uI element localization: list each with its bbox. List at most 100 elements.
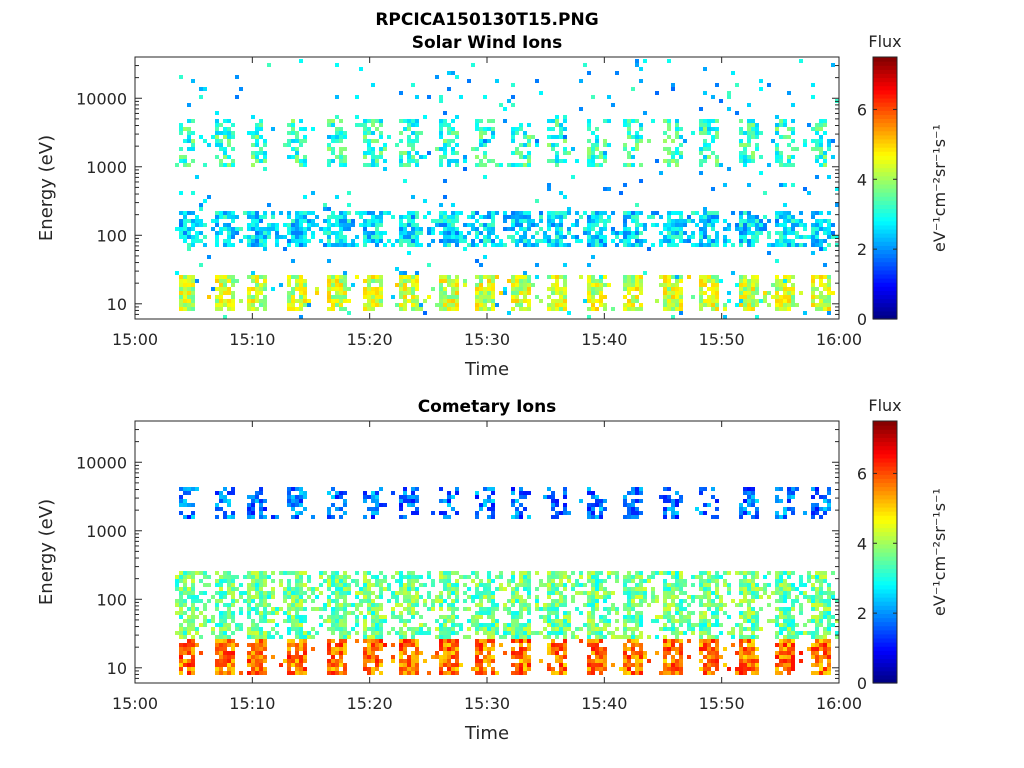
heatmap-cell: [279, 211, 283, 215]
heatmap-cell: [423, 623, 427, 627]
heatmap-cell: [399, 619, 403, 623]
heatmap-cell: [311, 191, 315, 195]
heatmap-cell: [699, 283, 703, 287]
heatmap-cell: [299, 295, 303, 299]
heatmap-cell: [547, 643, 551, 647]
heatmap-cell: [667, 287, 671, 291]
heatmap-cell: [215, 307, 219, 311]
heatmap-cell: [415, 275, 419, 279]
heatmap-cell: [655, 619, 659, 623]
heatmap-cell: [711, 295, 715, 299]
heatmap-cell: [339, 303, 343, 307]
heatmap-cell: [747, 139, 751, 143]
heatmap-cell: [475, 259, 479, 263]
heatmap-cell: [603, 659, 607, 663]
heatmap-cell: [219, 627, 223, 631]
heatmap-cell: [535, 263, 539, 267]
heatmap-cell: [367, 639, 371, 643]
heatmap-cell: [447, 671, 451, 675]
heatmap-cell: [475, 299, 479, 303]
heatmap-cell: [631, 515, 635, 519]
heatmap-cell: [787, 275, 791, 279]
heatmap-cell: [339, 643, 343, 647]
heatmap-cell: [775, 231, 779, 235]
heatmap-cell: [203, 575, 207, 579]
heatmap-cell: [339, 671, 343, 675]
heatmap-cell: [707, 619, 711, 623]
heatmap-cell: [743, 291, 747, 295]
heatmap-cell: [255, 239, 259, 243]
heatmap-cell: [251, 583, 255, 587]
heatmap-cell: [367, 643, 371, 647]
heatmap-cell: [427, 227, 431, 231]
heatmap-cell: [375, 495, 379, 499]
heatmap-cell: [559, 659, 563, 663]
heatmap-cell: [639, 667, 643, 671]
heatmap-cell: [575, 591, 579, 595]
heatmap-cell: [179, 635, 183, 639]
heatmap-cell: [731, 211, 735, 215]
heatmap-cell: [523, 607, 527, 611]
heatmap-cell: [587, 119, 591, 123]
heatmap-cell: [707, 219, 711, 223]
heatmap-cell: [367, 307, 371, 311]
heatmap-cell: [383, 159, 387, 163]
heatmap-cell: [775, 239, 779, 243]
heatmap-cell: [511, 211, 515, 215]
heatmap-cell: [403, 671, 407, 675]
heatmap-cell: [227, 615, 231, 619]
heatmap-cell: [375, 219, 379, 223]
heatmap-cell: [335, 155, 339, 159]
heatmap-cell: [707, 583, 711, 587]
heatmap-cell: [303, 659, 307, 663]
heatmap-cell: [375, 215, 379, 219]
heatmap-cell: [363, 495, 367, 499]
heatmap-cell: [711, 127, 715, 131]
heatmap-cell: [327, 595, 331, 599]
heatmap-cell: [327, 647, 331, 651]
heatmap-cell: [607, 187, 611, 191]
heatmap-cell: [623, 495, 627, 499]
heatmap-cell: [259, 587, 263, 591]
heatmap-cell: [663, 667, 667, 671]
heatmap-cell: [343, 619, 347, 623]
heatmap-cell: [783, 291, 787, 295]
heatmap-cell: [331, 515, 335, 519]
heatmap-cell: [711, 615, 715, 619]
heatmap-cell: [779, 239, 783, 243]
heatmap-cell: [407, 127, 411, 131]
heatmap-cell: [231, 591, 235, 595]
heatmap-cell: [715, 635, 719, 639]
heatmap-cell: [299, 603, 303, 607]
heatmap-cell: [555, 291, 559, 295]
heatmap-cell: [755, 283, 759, 287]
heatmap-cell: [407, 159, 411, 163]
heatmap-cell: [499, 239, 503, 243]
heatmap-cell: [371, 159, 375, 163]
heatmap-cell: [299, 575, 303, 579]
heatmap-cell: [439, 607, 443, 611]
heatmap-cell: [287, 491, 291, 495]
heatmap-cell: [367, 279, 371, 283]
heatmap-cell: [399, 495, 403, 499]
heatmap-cell: [479, 659, 483, 663]
heatmap-cell: [687, 627, 691, 631]
heatmap-cell: [747, 103, 751, 107]
heatmap-cell: [335, 663, 339, 667]
heatmap-cell: [495, 243, 499, 247]
heatmap-cell: [559, 215, 563, 219]
heatmap-cell: [519, 303, 523, 307]
heatmap-cell: [579, 239, 583, 243]
heatmap-cell: [255, 299, 259, 303]
heatmap-cell: [191, 615, 195, 619]
heatmap-cell: [251, 663, 255, 667]
heatmap-cell: [607, 611, 611, 615]
heatmap-cell: [691, 599, 695, 603]
heatmap-cell: [639, 595, 643, 599]
heatmap-cell: [399, 279, 403, 283]
heatmap-cell: [623, 627, 627, 631]
heatmap-cell: [411, 299, 415, 303]
heatmap-cell: [303, 631, 307, 635]
heatmap-cell: [663, 131, 667, 135]
heatmap-cell: [395, 603, 399, 607]
